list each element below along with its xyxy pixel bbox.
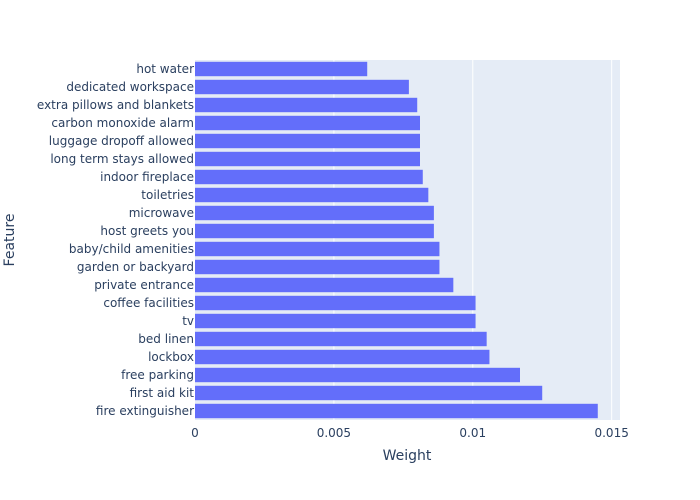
y-tick-label: extra pillows and blankets bbox=[37, 98, 194, 112]
y-tick-label: dedicated workspace bbox=[66, 80, 194, 94]
y-tick-label: coffee facilities bbox=[103, 296, 194, 310]
y-tick-label: tv bbox=[182, 314, 194, 328]
y-tick-label: private entrance bbox=[94, 278, 194, 292]
bar bbox=[195, 241, 440, 257]
x-axis-title: Weight bbox=[383, 448, 432, 464]
x-tick-label: 0 bbox=[191, 426, 199, 440]
y-axis-title: Feature bbox=[2, 214, 18, 267]
y-tick-label: baby/child amenities bbox=[69, 242, 194, 256]
bar bbox=[195, 205, 434, 221]
bar bbox=[195, 385, 543, 401]
y-tick-label: host greets you bbox=[100, 224, 194, 238]
bar bbox=[195, 223, 434, 239]
y-tick-label: garden or backyard bbox=[77, 260, 194, 274]
plot-background bbox=[195, 60, 620, 420]
y-tick-label: fire extinguisher bbox=[96, 404, 194, 418]
y-tick-label: bed linen bbox=[138, 332, 194, 346]
x-tick-label: 0.01 bbox=[459, 426, 486, 440]
y-tick-label: toiletries bbox=[141, 188, 194, 202]
bar bbox=[195, 259, 440, 275]
bar bbox=[195, 133, 420, 149]
bars bbox=[195, 61, 598, 419]
bar bbox=[195, 403, 598, 419]
y-tick-label: hot water bbox=[136, 62, 194, 76]
y-tick-label: microwave bbox=[129, 206, 194, 220]
y-tick-labels: hot water dedicated workspace extra pillow… bbox=[37, 62, 194, 418]
y-tick-label: indoor fireplace bbox=[100, 170, 194, 184]
bar bbox=[195, 79, 409, 95]
bar bbox=[195, 331, 487, 347]
x-tick-labels: 0 0.005 0.01 0.015 bbox=[191, 426, 629, 440]
y-tick-label: lockbox bbox=[148, 350, 194, 364]
bar bbox=[195, 187, 429, 203]
bar bbox=[195, 313, 476, 329]
bar bbox=[195, 277, 454, 293]
x-tick-label: 0.005 bbox=[317, 426, 351, 440]
bar bbox=[195, 61, 368, 77]
bar bbox=[195, 151, 420, 167]
bar bbox=[195, 295, 476, 311]
x-tick-label: 0.015 bbox=[594, 426, 628, 440]
y-tick-label: first aid kit bbox=[130, 386, 195, 400]
bar bbox=[195, 97, 418, 113]
bar bbox=[195, 349, 490, 365]
y-tick-label: carbon monoxide alarm bbox=[51, 116, 194, 130]
y-tick-label: free parking bbox=[121, 368, 194, 382]
bar bbox=[195, 169, 423, 185]
y-tick-label: long term stays allowed bbox=[50, 152, 194, 166]
bar bbox=[195, 367, 520, 383]
bar bbox=[195, 115, 420, 131]
y-tick-label: luggage dropoff allowed bbox=[49, 134, 194, 148]
